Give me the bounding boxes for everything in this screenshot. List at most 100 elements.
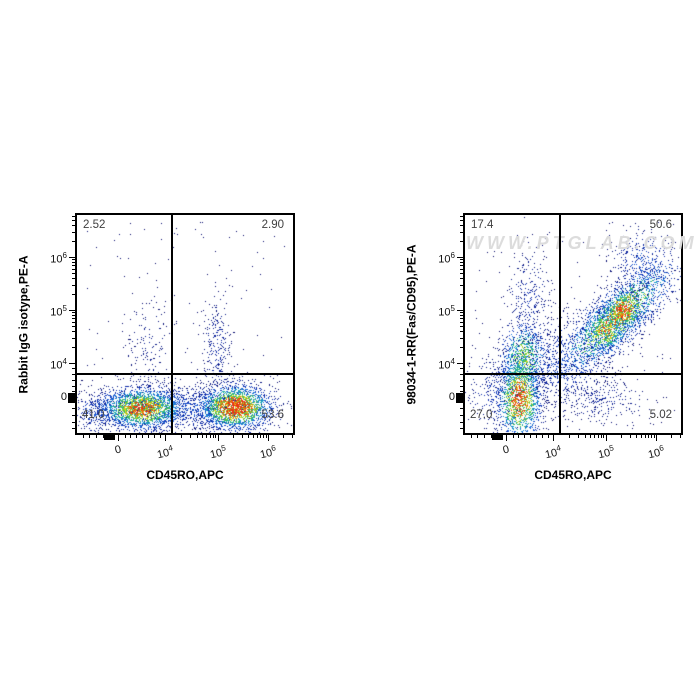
y-axis-minor-tick: [460, 325, 463, 327]
y-axis-minor-tick: [72, 379, 75, 381]
y-axis-tick: [69, 310, 75, 311]
x-axis-minor-tick: [584, 435, 586, 438]
x-axis-minor-tick: [262, 435, 264, 438]
x-axis-minor-tick: [212, 435, 214, 438]
y-axis-minor-tick: [72, 318, 75, 320]
x-axis-minor-tick: [247, 435, 249, 438]
y-axis-minor-tick: [460, 374, 463, 376]
y-tick-label: 104: [50, 357, 67, 372]
x-axis-minor-tick: [206, 435, 208, 438]
x-axis-minor-tick: [252, 435, 254, 438]
y-axis-minor-tick: [72, 268, 75, 270]
x-axis-tick: [606, 435, 607, 441]
x-axis-tick: [655, 435, 657, 441]
x-axis-minor-tick: [679, 435, 681, 438]
y-axis-minor-tick: [460, 294, 463, 296]
y-axis-minor-tick: [72, 265, 75, 267]
y-axis-minor-tick: [72, 312, 75, 314]
x-axis-minor-tick: [181, 435, 183, 438]
x-tick-label: 105: [596, 443, 615, 462]
y-axis-minor-tick: [460, 368, 463, 370]
x-axis-minor-tick: [130, 435, 132, 438]
x-axis-minor-tick: [569, 435, 571, 438]
y-axis-minor-tick: [460, 428, 463, 430]
y-tick-label: 0: [448, 390, 455, 403]
x-axis-zero-block: [103, 435, 115, 440]
x-axis-minor-tick: [536, 435, 538, 438]
y-axis-minor-tick: [460, 219, 463, 221]
panel-fas-cd95: 98034-1-RR(Fas/CD95),PE-A WWW.PTGLAB.COM…: [388, 0, 700, 700]
y-axis-minor-tick: [72, 294, 75, 296]
x-axis-minor-tick: [629, 435, 631, 438]
y-axis-minor-tick: [460, 259, 463, 261]
y-axis-minor-tick: [72, 278, 75, 280]
y-axis-minor-tick: [72, 224, 75, 226]
y-tick-label: 105: [50, 304, 67, 319]
x-axis-minor-tick: [196, 435, 198, 438]
y-axis-minor-tick: [460, 331, 463, 333]
y-axis-minor-tick: [460, 347, 463, 349]
y-axis-minor-tick: [460, 262, 463, 264]
plot-area: 2.52 2.90 41.0 53.6: [75, 213, 295, 435]
x-tick-label: 106: [646, 443, 665, 462]
quadrant-line-vertical: [171, 215, 173, 433]
x-axis-minor-tick: [477, 435, 479, 438]
x-axis-minor-tick: [603, 435, 605, 438]
x-axis-minor-tick: [512, 435, 514, 438]
y-axis-minor-tick: [460, 272, 463, 274]
x-axis-minor-tick: [265, 435, 267, 438]
x-tick-label: 105: [208, 443, 227, 462]
y-axis-minor-tick: [72, 337, 75, 339]
y-axis-minor-tick: [72, 415, 75, 417]
x-tick-label: 104: [543, 443, 562, 462]
watermark: WWW.PTGLAB.COM: [466, 233, 698, 253]
y-axis-minor-tick: [460, 379, 463, 381]
x-axis-minor-tick: [136, 435, 138, 438]
x-axis-minor-tick: [640, 435, 642, 438]
x-axis-minor-tick: [547, 435, 549, 438]
y-axis-minor-tick: [460, 240, 463, 242]
x-axis-minor-tick: [102, 435, 104, 438]
x-axis-minor-tick: [518, 435, 520, 438]
x-axis-tick: [117, 435, 119, 441]
y-axis-minor-tick: [72, 262, 75, 264]
y-axis-minor-tick: [460, 385, 463, 387]
x-tick-label: 0: [501, 443, 511, 457]
x-axis-minor-tick: [470, 435, 472, 438]
y-axis-minor-tick: [72, 347, 75, 349]
y-tick-label: 0: [60, 390, 67, 403]
y-axis-label: Rabbit IgG isotype,PE-A: [16, 255, 31, 394]
y-axis-minor-tick: [460, 231, 463, 233]
panel-isotype-control: Rabbit IgG isotype,PE-A 2.52 2.90 41.0 5…: [0, 0, 312, 700]
y-axis-minor-tick: [460, 284, 463, 286]
y-tick-label: 104: [438, 357, 455, 372]
quadrant-pct-lower-left: 41.0: [82, 409, 105, 421]
x-axis-zero-block: [491, 435, 503, 440]
y-axis-minor-tick: [72, 272, 75, 274]
y-axis-minor-tick: [460, 421, 463, 423]
y-axis-minor-tick: [72, 240, 75, 242]
x-axis-minor-tick: [159, 435, 161, 438]
x-axis-tick: [164, 435, 166, 441]
quadrant-line-vertical: [559, 215, 561, 433]
y-axis-minor-tick: [460, 318, 463, 320]
x-axis-minor-tick: [597, 435, 599, 438]
x-axis-minor-tick: [542, 435, 544, 438]
y-axis-minor-tick: [72, 374, 75, 376]
quadrant-pct-lower-right: 53.6: [261, 409, 284, 421]
x-axis-minor-tick: [635, 435, 637, 438]
x-axis-minor-tick: [89, 435, 91, 438]
x-axis-minor-tick: [620, 435, 622, 438]
x-axis-minor-tick: [82, 435, 84, 438]
y-axis-minor-tick: [460, 321, 463, 323]
y-tick-label: 105: [438, 304, 455, 319]
y-axis-minor-tick: [72, 325, 75, 327]
x-axis-minor-tick: [190, 435, 192, 438]
x-tick-label: 0: [113, 443, 123, 457]
x-axis-minor-tick: [594, 435, 596, 438]
y-axis-minor-tick: [460, 391, 463, 393]
x-tick-label: 104: [155, 443, 174, 462]
x-axis-minor-tick: [483, 435, 485, 438]
x-axis-minor-tick: [282, 435, 284, 438]
y-axis-minor-tick: [460, 315, 463, 317]
